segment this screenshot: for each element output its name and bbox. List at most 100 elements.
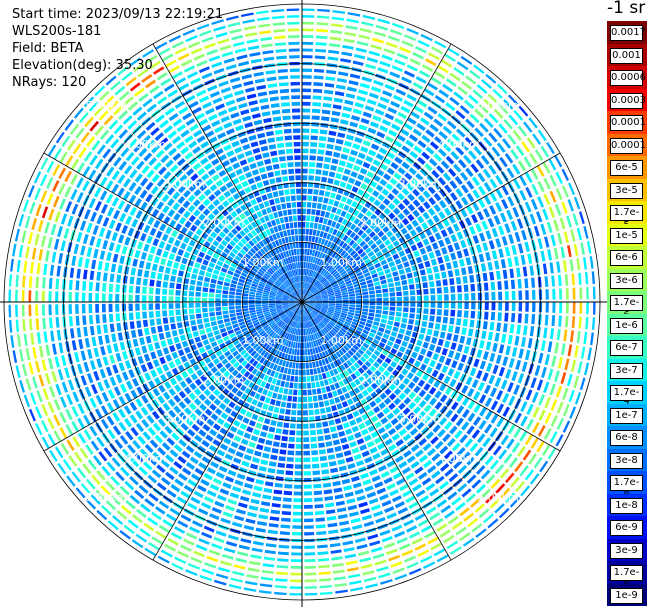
range-gate-cell xyxy=(183,396,192,405)
range-gate-cell xyxy=(345,352,352,359)
range-gate-cell xyxy=(471,429,481,439)
range-gate-cell xyxy=(312,309,319,315)
range-gate-cell xyxy=(435,345,442,354)
range-gate-cell xyxy=(494,463,505,475)
range-gate-cell xyxy=(273,326,280,332)
range-gate-cell xyxy=(445,409,454,419)
range-gate-cell xyxy=(398,428,407,436)
range-gate-cell xyxy=(386,365,394,373)
range-gate-cell xyxy=(112,425,122,436)
range-gate-cell xyxy=(305,362,309,369)
range-gate-cell xyxy=(176,141,186,150)
range-gate-cell xyxy=(310,256,314,263)
range-gate-cell xyxy=(326,69,337,75)
range-gate-cell xyxy=(315,42,327,46)
range-gate-cell xyxy=(373,226,381,234)
range-gate-cell xyxy=(500,434,510,446)
range-gate-cell xyxy=(266,251,273,259)
range-gate-cell xyxy=(302,48,313,52)
range-gate-cell xyxy=(334,582,347,587)
range-gate-cell xyxy=(244,150,253,157)
range-gate-cell xyxy=(280,442,288,448)
range-gate-cell xyxy=(470,498,481,508)
range-gate-cell xyxy=(465,167,474,177)
range-gate-cell xyxy=(315,324,321,331)
range-gate-cell xyxy=(270,219,277,227)
range-gate-cell xyxy=(326,286,333,291)
range-gate-cell xyxy=(334,382,340,389)
range-gate-cell xyxy=(258,202,265,210)
range-gate-cell xyxy=(181,163,190,172)
range-gate-cell xyxy=(331,376,338,383)
range-gate-cell xyxy=(332,390,338,397)
range-gate-cell xyxy=(53,414,61,427)
range-gate-cell xyxy=(314,236,319,243)
range-gate-cell xyxy=(524,313,529,324)
range-gate-cell xyxy=(201,302,208,308)
range-gate-cell xyxy=(370,254,377,261)
range-gate-cell xyxy=(363,177,371,185)
range-gate-cell xyxy=(321,306,329,309)
range-gate-cell xyxy=(285,361,290,368)
range-gate-cell xyxy=(225,99,236,106)
range-gate-cell xyxy=(145,262,152,270)
range-gate-cell xyxy=(421,134,431,143)
range-gate-cell xyxy=(311,334,315,341)
range-gate-cell xyxy=(278,456,286,462)
range-gate-cell xyxy=(238,356,245,364)
range-gate-cell xyxy=(407,412,416,420)
range-gate-cell xyxy=(319,591,333,595)
range-gate-cell xyxy=(551,315,556,327)
range-gate-cell xyxy=(455,502,466,512)
range-gate-cell xyxy=(283,258,288,265)
range-gate-cell xyxy=(307,262,310,269)
range-gate-cell xyxy=(84,209,91,220)
range-gate-cell xyxy=(235,308,242,313)
range-gate-cell xyxy=(205,130,215,138)
range-gate-cell xyxy=(230,112,240,119)
range-gate-cell xyxy=(251,229,258,237)
range-gate-cell xyxy=(179,411,188,420)
range-gate-cell xyxy=(177,233,185,241)
range-gate-cell xyxy=(253,334,260,340)
range-gate-cell xyxy=(349,580,362,585)
range-gate-cell xyxy=(469,69,481,80)
range-gate-cell xyxy=(463,310,469,318)
range-gate-cell xyxy=(379,163,388,171)
range-gate-cell xyxy=(310,436,317,442)
range-gate-cell xyxy=(244,266,251,272)
range-gate-cell xyxy=(198,538,210,545)
range-gate-cell xyxy=(232,259,240,265)
range-gate-cell xyxy=(356,258,364,265)
range-gate-cell xyxy=(229,346,237,353)
range-gate-cell xyxy=(149,279,155,287)
range-gate-cell xyxy=(410,302,416,307)
range-gate-cell xyxy=(34,422,43,436)
range-gate-cell xyxy=(202,423,211,432)
range-gate-cell xyxy=(213,226,221,234)
range-gate-cell xyxy=(422,561,436,570)
range-gate-cell xyxy=(421,64,434,73)
range-gate-cell xyxy=(321,278,327,284)
range-gate-cell xyxy=(444,357,452,366)
range-gate-cell xyxy=(354,245,361,252)
range-gate-cell xyxy=(258,167,266,174)
range-gate-cell xyxy=(318,286,325,291)
range-gate-cell xyxy=(236,265,244,272)
range-gate-cell xyxy=(265,70,276,75)
range-gate-cell xyxy=(262,264,269,271)
range-gate-cell xyxy=(369,165,378,173)
range-gate-cell xyxy=(129,414,138,424)
range-gate-cell xyxy=(523,325,528,336)
range-gate-cell xyxy=(304,242,308,249)
range-gate-cell xyxy=(247,250,254,257)
range-gate-cell xyxy=(299,308,301,316)
range-gate-cell xyxy=(302,329,304,336)
range-gate-cell xyxy=(296,321,299,329)
range-gate-cell xyxy=(272,441,280,447)
range-gate-cell xyxy=(297,289,300,296)
range-gate-cell xyxy=(209,428,218,437)
range-gate-cell xyxy=(119,255,125,264)
range-gate-cell xyxy=(129,206,137,216)
range-gate-cell xyxy=(49,449,58,462)
